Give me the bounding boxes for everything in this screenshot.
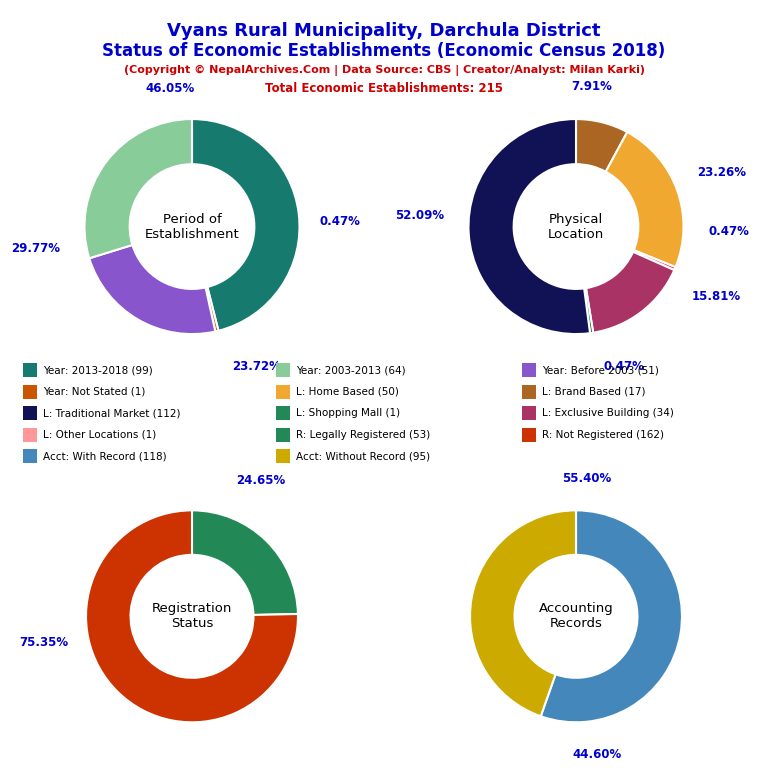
Wedge shape [468,119,590,334]
Text: 44.60%: 44.60% [573,747,622,760]
Text: Acct: With Record (118): Acct: With Record (118) [43,451,167,462]
Text: 0.47%: 0.47% [604,360,645,372]
Text: L: Brand Based (17): L: Brand Based (17) [542,386,646,397]
Text: Status of Economic Establishments (Economic Census 2018): Status of Economic Establishments (Econo… [102,42,666,60]
Text: Year: 2013-2018 (99): Year: 2013-2018 (99) [43,365,153,376]
Wedge shape [206,287,218,332]
Wedge shape [633,250,676,270]
Text: Registration
Status: Registration Status [152,602,232,631]
Text: (Copyright © NepalArchives.Com | Data Source: CBS | Creator/Analyst: Milan Karki: (Copyright © NepalArchives.Com | Data So… [124,65,644,76]
Text: Physical
Location: Physical Location [548,213,604,240]
Text: 46.05%: 46.05% [146,82,195,95]
Text: 0.47%: 0.47% [320,215,361,227]
Text: Period of
Establishment: Period of Establishment [144,213,240,240]
Text: L: Home Based (50): L: Home Based (50) [296,386,399,397]
Text: Accounting
Records: Accounting Records [538,602,614,631]
Text: 7.91%: 7.91% [571,81,613,93]
Wedge shape [84,119,192,258]
Text: Year: Before 2003 (51): Year: Before 2003 (51) [542,365,659,376]
Text: 75.35%: 75.35% [19,637,68,649]
Text: Year: Not Stated (1): Year: Not Stated (1) [43,386,145,397]
Text: L: Traditional Market (112): L: Traditional Market (112) [43,408,180,419]
Text: 15.81%: 15.81% [691,290,740,303]
Text: R: Not Registered (162): R: Not Registered (162) [542,429,664,440]
Text: Total Economic Establishments: 215: Total Economic Establishments: 215 [265,82,503,95]
Text: L: Shopping Mall (1): L: Shopping Mall (1) [296,408,401,419]
Wedge shape [584,288,593,333]
Text: 29.77%: 29.77% [12,242,61,254]
Text: 24.65%: 24.65% [237,474,286,487]
Text: R: Legally Registered (53): R: Legally Registered (53) [296,429,431,440]
Text: 23.72%: 23.72% [232,360,281,372]
Text: 55.40%: 55.40% [562,472,611,485]
Wedge shape [470,511,576,717]
Wedge shape [192,511,298,615]
Wedge shape [606,132,684,267]
Wedge shape [576,119,627,172]
Text: Vyans Rural Municipality, Darchula District: Vyans Rural Municipality, Darchula Distr… [167,22,601,39]
Text: L: Exclusive Building (34): L: Exclusive Building (34) [542,408,674,419]
Text: L: Other Locations (1): L: Other Locations (1) [43,429,156,440]
Wedge shape [89,245,215,334]
Text: Year: 2003-2013 (64): Year: 2003-2013 (64) [296,365,406,376]
Text: 23.26%: 23.26% [697,167,746,179]
Wedge shape [86,511,298,722]
Text: Acct: Without Record (95): Acct: Without Record (95) [296,451,431,462]
Wedge shape [541,511,682,722]
Wedge shape [192,119,300,331]
Text: 0.47%: 0.47% [708,226,749,238]
Wedge shape [586,252,674,333]
Text: 52.09%: 52.09% [396,210,445,222]
